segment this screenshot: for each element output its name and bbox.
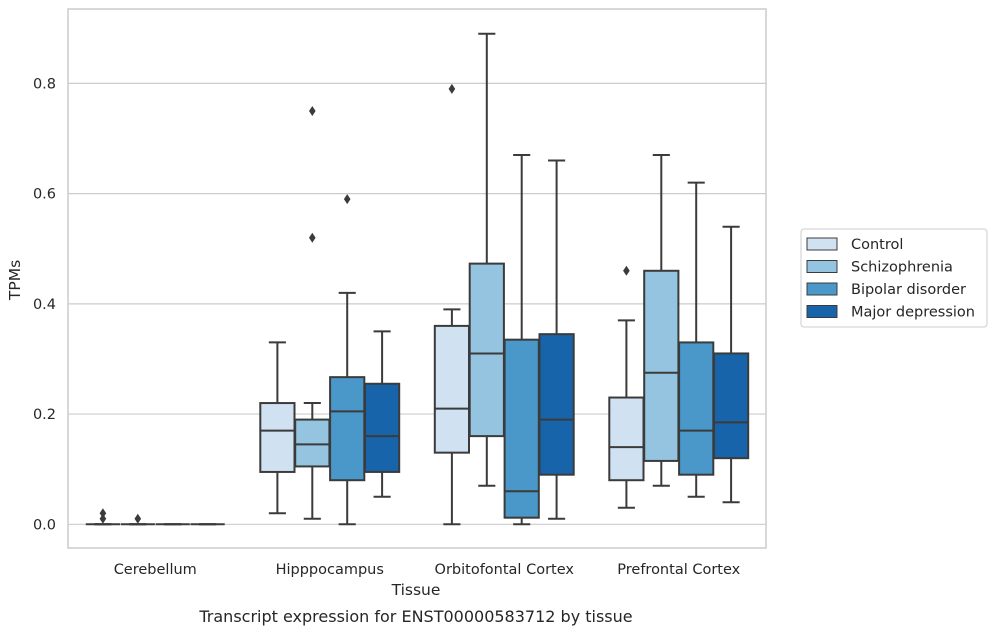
outlier-point bbox=[309, 105, 316, 116]
box-major-depression bbox=[363, 330, 401, 498]
box-iqr bbox=[294, 418, 331, 468]
box-iqr bbox=[433, 324, 471, 454]
x-axis-title: Tissue bbox=[391, 581, 441, 599]
x-tick-label: Cerebellum bbox=[114, 562, 197, 578]
box-bipolar-disorder bbox=[329, 194, 366, 526]
outlier-point bbox=[99, 513, 107, 524]
box-iqr bbox=[608, 396, 645, 482]
outlier-point bbox=[448, 83, 456, 94]
x-tick-label: Hipppocampus bbox=[276, 562, 384, 578]
x-tick-label: Prefrontal Cortex bbox=[617, 562, 740, 578]
y-tick-label: 0.6 bbox=[33, 187, 56, 203]
box-schizophrenia bbox=[120, 513, 155, 526]
outlier-point bbox=[309, 232, 316, 243]
box-iqr bbox=[538, 333, 575, 476]
y-axis-ticks: 0.0 0.2 0.4 0.6 0.8 bbox=[33, 76, 56, 533]
box-schizophrenia bbox=[643, 154, 680, 487]
plot-area bbox=[67, 8, 767, 549]
legend-label: Bipolar disorder bbox=[851, 282, 966, 298]
x-tick-label: Orbitofontal Cortex bbox=[435, 562, 575, 578]
box-iqr bbox=[259, 402, 296, 473]
outlier-point bbox=[134, 513, 142, 524]
box-control bbox=[85, 508, 121, 526]
legend-swatch bbox=[806, 260, 838, 273]
box-control bbox=[259, 341, 296, 515]
legend-label: Control bbox=[851, 237, 903, 253]
y-tick-label: 0.0 bbox=[33, 517, 56, 533]
box-groups bbox=[85, 32, 750, 526]
legend-swatch bbox=[806, 237, 838, 251]
legend-label: Schizophrenia bbox=[851, 260, 953, 276]
outlier-point bbox=[623, 265, 630, 276]
y-tick-label: 0.2 bbox=[33, 407, 56, 423]
legend: Control Schizophrenia Bipolar disorder Majo… bbox=[800, 228, 988, 328]
legend-label: Major depression bbox=[851, 305, 975, 321]
box-iqr bbox=[468, 262, 505, 438]
box-iqr bbox=[678, 341, 715, 476]
y-tick-label: 0.4 bbox=[33, 297, 56, 313]
box-iqr bbox=[712, 352, 750, 460]
x-axis-ticks: Cerebellum Hipppocampus Orbitofontal Corte… bbox=[114, 562, 741, 578]
box-iqr bbox=[503, 338, 540, 519]
box-major-depression bbox=[712, 225, 750, 504]
legend-swatch bbox=[806, 305, 838, 318]
outlier-point bbox=[99, 508, 107, 519]
box-control bbox=[608, 265, 645, 509]
box-schizophrenia bbox=[294, 105, 331, 520]
box-iqr bbox=[643, 269, 680, 462]
chart-caption: Transcript expression for ENST0000058371… bbox=[198, 607, 632, 626]
y-tick-label: 0.8 bbox=[33, 76, 56, 92]
box-bipolar-disorder bbox=[503, 154, 540, 526]
y-axis-title: TPMs bbox=[6, 260, 24, 301]
box-iqr bbox=[329, 376, 366, 482]
box-iqr bbox=[363, 382, 401, 473]
legend-swatch bbox=[806, 282, 838, 296]
outlier-point bbox=[343, 194, 351, 205]
box-major-depression bbox=[538, 159, 575, 520]
legend-frame bbox=[800, 228, 988, 328]
box-schizophrenia bbox=[468, 32, 505, 487]
box-bipolar-disorder bbox=[678, 181, 715, 498]
